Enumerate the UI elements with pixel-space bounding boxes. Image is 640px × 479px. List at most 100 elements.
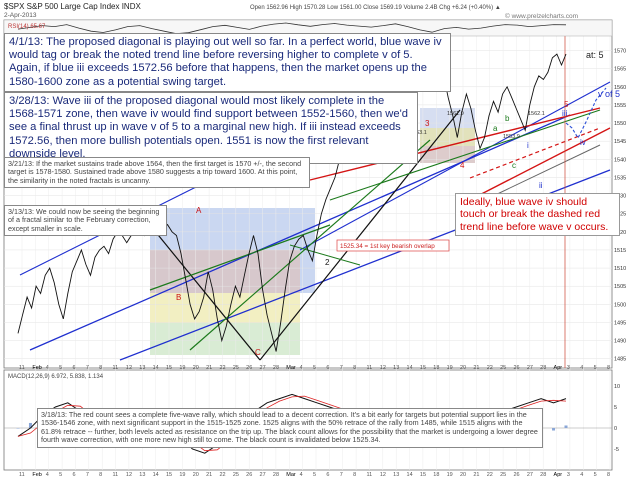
price-tick-label: 1500 bbox=[614, 302, 626, 308]
green-line-4 bbox=[289, 244, 361, 266]
note-3-13-13: 3/13/13: We could now be seeing the begi… bbox=[4, 205, 167, 237]
price-tick-label: 1570 bbox=[614, 49, 626, 55]
macd-tick-label: 10 bbox=[614, 384, 620, 390]
wave-label-2: 2 bbox=[325, 258, 330, 267]
x-tick-label-mid: 25 bbox=[233, 365, 239, 371]
green-line-1 bbox=[149, 224, 331, 291]
x-tick-label-mid: 4 bbox=[300, 365, 303, 371]
x-tick-label-mid: 4 bbox=[580, 365, 583, 371]
x-tick-label-mid: 6 bbox=[326, 365, 329, 371]
x-tick-label-mid: 15 bbox=[166, 365, 172, 371]
x-tick-label: 22 bbox=[219, 472, 225, 478]
x-tick-label: 25 bbox=[233, 472, 239, 478]
x-tick-label-mid: 22 bbox=[219, 365, 225, 371]
macd-bar bbox=[16, 428, 20, 429]
price-tick-label: 1515 bbox=[614, 248, 626, 254]
x-tick-label-mid: Apr bbox=[554, 365, 563, 371]
green-line-2 bbox=[189, 139, 431, 351]
fractal-zone-small-yellow bbox=[420, 128, 475, 146]
macd-bar bbox=[552, 428, 556, 431]
x-tick-label-mid: 11 bbox=[19, 365, 25, 371]
x-tick-label-mid: 19 bbox=[179, 365, 185, 371]
x-tick-label-mid: 15 bbox=[420, 365, 426, 371]
rsi-line bbox=[17, 22, 567, 35]
price-tick-label: 1555 bbox=[614, 103, 626, 109]
x-tick-label-mid: 12 bbox=[380, 365, 386, 371]
x-tick-label-mid: 7 bbox=[340, 365, 343, 371]
x-tick-label: 12 bbox=[380, 472, 386, 478]
wave-label-b: b bbox=[505, 114, 510, 123]
x-tick-label: 11 bbox=[113, 472, 119, 478]
blue-channel-line-lower bbox=[29, 114, 571, 351]
chart-title: $SPX S&P 500 Large Cap Index INDX bbox=[4, 2, 141, 11]
x-tick-label: Feb bbox=[32, 472, 41, 478]
x-tick-label-mid: 8 bbox=[99, 365, 102, 371]
red-dashed-trend-line bbox=[469, 127, 601, 179]
wave-label-iii: iii bbox=[562, 109, 568, 118]
wave-label-A: A bbox=[196, 206, 202, 215]
x-tick-label: 3 bbox=[567, 472, 570, 478]
x-tick-label-mid: 19 bbox=[447, 365, 453, 371]
x-tick-label: 5 bbox=[313, 472, 316, 478]
x-tick-label: 8 bbox=[353, 472, 356, 478]
red-channel-upper bbox=[309, 107, 601, 181]
note-3-18-13: 3/18/13: The red count sees a complete f… bbox=[37, 408, 543, 448]
x-tick-label: 7 bbox=[340, 472, 343, 478]
price-tick-label: 1510 bbox=[614, 266, 626, 272]
x-tick-label: 19 bbox=[447, 472, 453, 478]
x-tick-label-mid: 21 bbox=[473, 365, 479, 371]
price-tick-label: 1535 bbox=[614, 175, 626, 181]
wave-label-c: c bbox=[512, 161, 516, 170]
x-tick-label-mid: 13 bbox=[393, 365, 399, 371]
price-label-3: 1563.1 bbox=[410, 130, 427, 136]
x-tick-label: 4 bbox=[300, 472, 303, 478]
x-tick-label-mid: 27 bbox=[260, 365, 266, 371]
wave-label-3: 3 bbox=[425, 119, 430, 128]
x-tick-label: 11 bbox=[366, 472, 372, 478]
x-tick-label-mid: Feb bbox=[32, 365, 41, 371]
fractal-zone-yellow bbox=[150, 293, 300, 323]
x-tick-label: 7 bbox=[86, 472, 89, 478]
price-tick-label: 1520 bbox=[614, 230, 626, 236]
x-tick-label-mid: 13 bbox=[139, 365, 145, 371]
quote-line: Open 1562.96 High 1570.28 Low 1561.00 Cl… bbox=[250, 5, 501, 11]
price-tick-label: 1485 bbox=[614, 357, 626, 363]
x-tick-label-mid: 14 bbox=[407, 365, 413, 371]
x-tick-label: 19 bbox=[179, 472, 185, 478]
projected-path bbox=[565, 87, 607, 140]
x-tick-label-mid: 5 bbox=[594, 365, 597, 371]
x-tick-label: Mar bbox=[286, 472, 296, 478]
price-series-line bbox=[17, 53, 567, 352]
x-tick-label: 18 bbox=[433, 472, 439, 478]
blue-channel-line-upper bbox=[299, 81, 611, 251]
x-tick-label-mid: 28 bbox=[273, 365, 279, 371]
fractal-zone-blue bbox=[150, 208, 315, 293]
x-tick-label-mid: 12 bbox=[126, 365, 132, 371]
chart-date: 2-Apr-2013 bbox=[4, 12, 37, 19]
x-tick-label: 27 bbox=[527, 472, 533, 478]
label-at5: at: 5 bbox=[586, 50, 604, 60]
black-fractal-line-down bbox=[149, 224, 261, 361]
x-tick-label-mid: 7 bbox=[86, 365, 89, 371]
x-tick-label: 28 bbox=[273, 472, 279, 478]
note-3-28-13: 3/28/13: Wave iii of the proposed diagon… bbox=[4, 92, 418, 165]
x-tick-label: 5 bbox=[594, 472, 597, 478]
wave-label-i: i bbox=[527, 141, 529, 150]
note-3-21-13: 3/21/13: If the market sustains trade ab… bbox=[4, 157, 310, 189]
x-tick-label-mid: 4 bbox=[46, 365, 49, 371]
wave-label-C: C bbox=[255, 348, 261, 357]
wave-label-ii: ii bbox=[539, 181, 543, 190]
x-tick-label-mid: 6 bbox=[72, 365, 75, 371]
x-tick-label-mid: 20 bbox=[460, 365, 466, 371]
price-label-4: 1553.9 bbox=[503, 134, 520, 140]
x-tick-label: 13 bbox=[393, 472, 399, 478]
price-tick-label: 1565 bbox=[614, 67, 626, 73]
price-tick-label: 1545 bbox=[614, 139, 626, 145]
x-tick-label: 15 bbox=[166, 472, 172, 478]
macd-bar bbox=[28, 422, 32, 428]
x-tick-label-mid: 20 bbox=[193, 365, 199, 371]
x-tick-label: 25 bbox=[500, 472, 506, 478]
rsi-label: RSI(14) 65.67 bbox=[8, 24, 46, 30]
fractal-zone-salmon bbox=[150, 250, 300, 293]
